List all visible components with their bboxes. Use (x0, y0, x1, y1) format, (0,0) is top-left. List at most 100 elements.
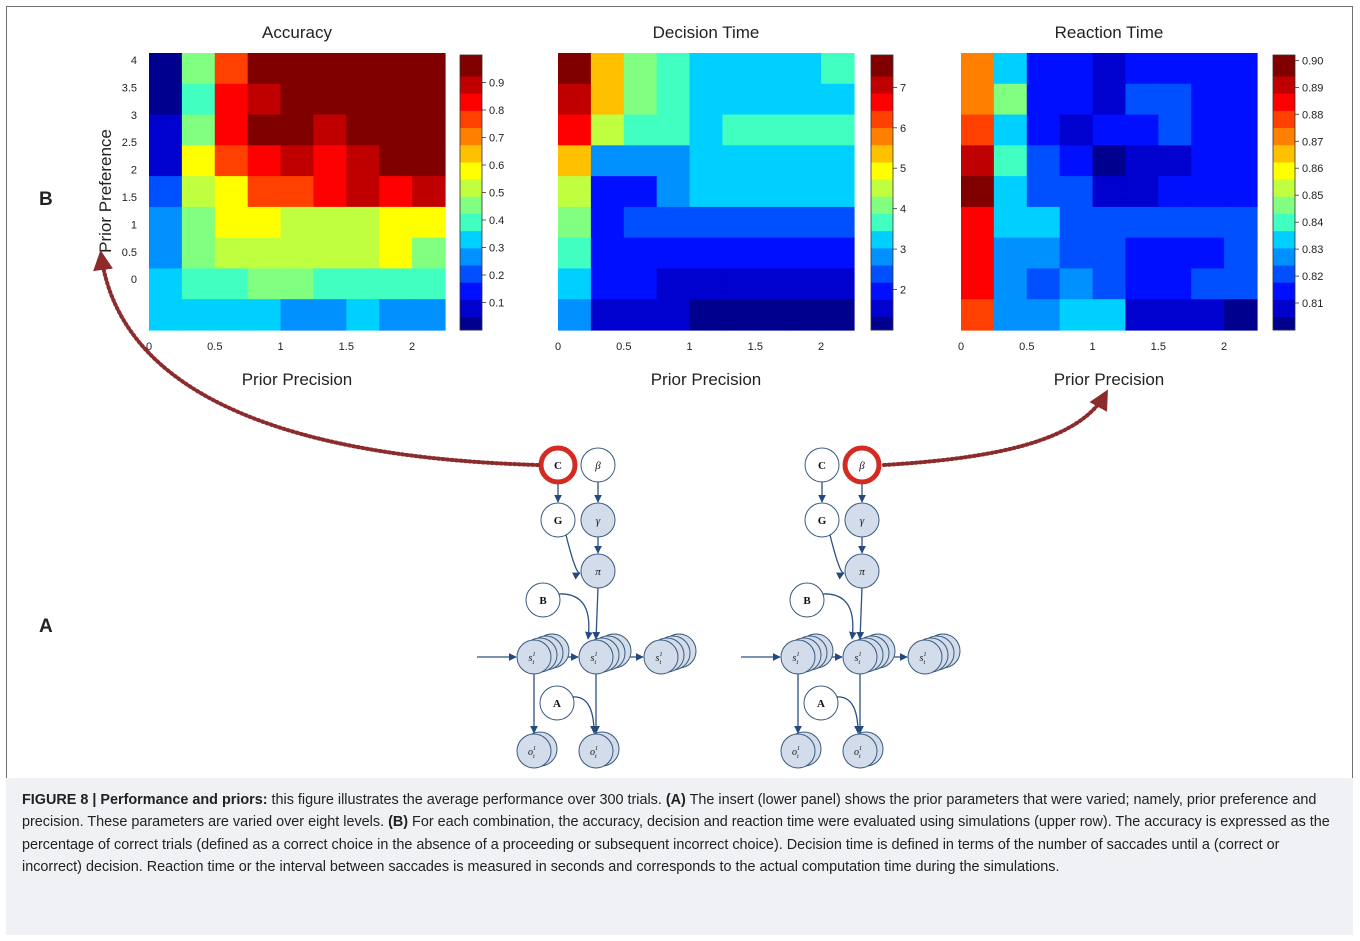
heatmap-cell (722, 268, 756, 300)
heatmap-cell (214, 53, 249, 85)
heatmap-cell (412, 299, 446, 331)
heatmap-cell (788, 268, 822, 300)
heatmap-cell (149, 53, 183, 85)
node-b: B (525, 582, 561, 618)
heatmap-cell (181, 53, 216, 85)
node-state-3: s1 t (907, 633, 961, 675)
caption-intro: this figure illustrates the average perf… (267, 792, 666, 808)
colorbar-tick-label: 0.87 (1302, 136, 1323, 148)
heatmap-cell (149, 299, 183, 331)
heatmap-cell (1092, 145, 1127, 177)
x-tick-label: 1 (1090, 341, 1096, 353)
x-axis-label: Prior Precision (242, 370, 353, 389)
heatmap-cell (755, 237, 789, 270)
svg-text:β: β (594, 460, 601, 472)
heatmap-cell (821, 206, 855, 239)
caption-a-label: (A) (665, 792, 686, 808)
heatmap-cell (247, 83, 282, 116)
heatmap-cell (590, 114, 625, 146)
svg-text:s1t: s1 t (793, 652, 800, 666)
link-arrow-right (882, 389, 1108, 467)
heatmap-cell (214, 237, 249, 270)
y-tick-label: 1 (131, 219, 137, 231)
heatmap-cell (558, 114, 592, 146)
heatmap-cell (379, 299, 413, 331)
heatmap-cell (1059, 268, 1094, 300)
heatmap-cell (379, 83, 413, 116)
heatmap-cell (1125, 176, 1159, 208)
heatmap-cell (412, 53, 446, 85)
colorbar-tick-label: 6 (900, 123, 906, 135)
svg-text:o1t: o1 t (590, 746, 598, 760)
heatmap-cell (1026, 114, 1061, 146)
heatmap-cell (280, 299, 315, 331)
x-tick-label: 0.5 (207, 341, 222, 353)
colorbar-tick-label: 0.6 (489, 160, 504, 172)
heatmap-cell (280, 145, 315, 177)
svg-text:s1t: s1 t (656, 652, 663, 666)
colorbar (1272, 54, 1296, 331)
heatmap-cell (247, 299, 282, 331)
heatmap-cell (689, 176, 724, 208)
heatmap-cell (1059, 237, 1094, 270)
heatmap-cell (181, 145, 216, 177)
heatmap-cell (821, 268, 855, 300)
colorbar-tick-label: 0.89 (1302, 82, 1323, 94)
colorbar (459, 54, 483, 331)
heatmap-cell (623, 206, 658, 239)
y-tick-label: 3.5 (122, 82, 137, 94)
y-tick-label: 0 (131, 274, 137, 286)
heatmap-cell (1158, 268, 1192, 300)
heatmap-cell (247, 145, 282, 177)
heatmap-cell (1158, 237, 1192, 270)
heatmap-cell (346, 299, 380, 331)
chart-title: Decision Time (653, 23, 760, 42)
colorbar-tick-label: 0.9 (489, 78, 504, 90)
heatmap-cell (1026, 176, 1061, 208)
heatmap-cell (412, 83, 446, 116)
heatmap-cell (280, 53, 315, 85)
svg-text:C: C (818, 460, 826, 472)
heatmap-cell (181, 206, 216, 239)
heatmap-cell (722, 114, 756, 146)
heatmap-cell (558, 176, 592, 208)
svg-text:π: π (859, 566, 865, 578)
heatmap-cell (1059, 83, 1094, 116)
heatmap-cell (590, 206, 625, 239)
colorbar-tick-label: 4 (900, 204, 906, 216)
heatmap-cell (623, 53, 658, 85)
heatmap-cell (656, 83, 691, 116)
node-b: B (789, 582, 825, 618)
colorbar-tick-label: 0.86 (1302, 163, 1323, 175)
heatmap-cell (788, 176, 822, 208)
x-axis-label: Prior Precision (1054, 370, 1165, 389)
heatmap-cell (149, 237, 183, 270)
heatmap-cell (214, 83, 249, 116)
heatmap-cell (1158, 53, 1192, 85)
heatmap-cell (247, 114, 282, 146)
heatmap-cell (1158, 83, 1192, 116)
heatmap-cell (993, 83, 1028, 116)
heatmap-cell (656, 268, 691, 300)
heatmap-cell (755, 299, 789, 331)
node-beta: β (580, 447, 616, 483)
heatmap-cell (1191, 176, 1225, 208)
heatmap-cell (1125, 145, 1159, 177)
heatmap-cell (558, 53, 592, 85)
heatmap-cell (149, 145, 183, 177)
heatmap-panel: Accuracy Prior Precision 0 0.5 1 1.5 2 4 3.5 3 2.5… (96, 23, 1323, 389)
node-c: C (804, 447, 840, 483)
heatmap-cell (313, 53, 347, 85)
heatmap-cell (214, 206, 249, 239)
heatmap-cell (1092, 206, 1127, 239)
heatmap-cell (149, 83, 183, 116)
heatmap-cell (1026, 206, 1061, 239)
heatmap-cell (623, 145, 658, 177)
x-tick-label: 2 (1221, 341, 1227, 353)
heatmap-cell (788, 83, 822, 116)
heatmap-cell (788, 299, 822, 331)
heatmap-cell (1026, 299, 1061, 331)
heatmap-cell (181, 114, 216, 146)
